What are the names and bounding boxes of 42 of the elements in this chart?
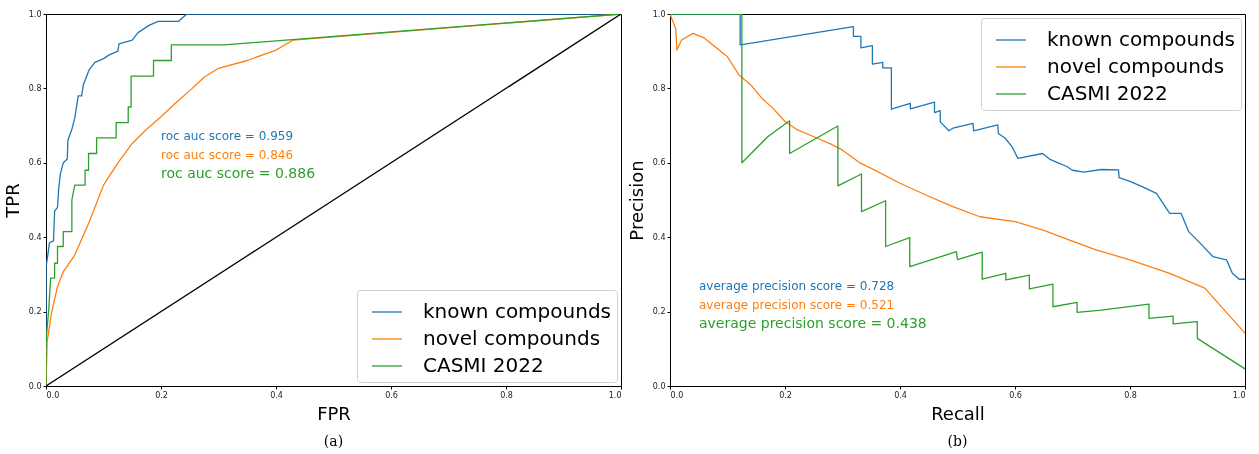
annotation: roc auc score = 0.886 <box>161 165 316 181</box>
legend-label: known compounds <box>1047 27 1235 51</box>
y-axis-title: Precision <box>625 160 647 241</box>
x-axis-title: FPR <box>317 402 351 424</box>
y-tick-label: 0.2 <box>28 307 42 317</box>
annotation: roc auc score = 0.959 <box>161 129 294 143</box>
x-tick-label: 0.0 <box>46 390 60 400</box>
annotation: average precision score = 0.728 <box>699 279 895 293</box>
text: (b) <box>947 433 968 449</box>
text: (a) <box>323 433 344 449</box>
y-tick-label: 0.8 <box>652 83 666 93</box>
y-tick-label: 1.0 <box>28 9 42 19</box>
x-tick-label: 0.8 <box>1124 390 1137 400</box>
y-axis-title: TPR <box>1 183 23 219</box>
legend-label: novel compounds <box>423 326 601 350</box>
x-tick-label: 1.0 <box>608 390 622 400</box>
y-tick-label: 0.2 <box>652 307 666 317</box>
annotation: average precision score = 0.438 <box>699 315 927 331</box>
annotation: roc auc score = 0.846 <box>161 148 294 162</box>
x-tick-label: 0.4 <box>270 390 283 400</box>
y-tick-label: 0.6 <box>652 158 666 168</box>
legend-label: CASMI 2022 <box>1047 81 1168 105</box>
x-tick-label: 0.6 <box>1009 390 1022 400</box>
annotation: average precision score = 0.521 <box>699 298 895 312</box>
x-tick-label: 0.2 <box>155 390 168 400</box>
y-tick-label: 1.0 <box>652 9 666 19</box>
x-tick-label: 0.8 <box>500 390 513 400</box>
legend-label: CASMI 2022 <box>423 353 544 377</box>
y-tick-label: 0.0 <box>652 381 666 391</box>
y-tick-label: 0.6 <box>28 158 42 168</box>
y-tick-label: 0.4 <box>28 232 42 242</box>
legend-label: known compounds <box>423 299 611 323</box>
x-tick-label: 0.0 <box>670 390 684 400</box>
x-tick-label: 0.4 <box>894 390 907 400</box>
legend-label: novel compounds <box>1047 54 1225 78</box>
y-tick-label: 0.4 <box>652 232 666 242</box>
y-tick-label: 0.0 <box>28 381 42 391</box>
x-axis-title: Recall <box>931 402 985 424</box>
x-tick-label: 1.0 <box>1232 390 1246 400</box>
y-tick-label: 0.8 <box>28 83 42 93</box>
x-tick-label: 0.2 <box>779 390 792 400</box>
x-tick-label: 0.6 <box>385 390 398 400</box>
